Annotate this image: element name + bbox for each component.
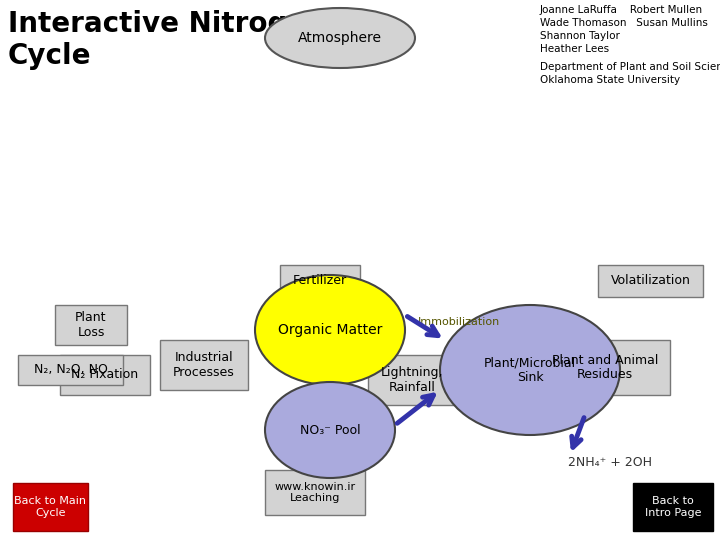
Text: Oklahoma State University: Oklahoma State University xyxy=(540,75,680,85)
Text: Shannon Taylor: Shannon Taylor xyxy=(540,31,620,41)
Text: Lightning,
Rainfall: Lightning, Rainfall xyxy=(381,366,444,394)
Text: Wade Thomason   Susan Mullins: Wade Thomason Susan Mullins xyxy=(540,18,708,28)
Text: N₂ Fixation: N₂ Fixation xyxy=(71,368,138,381)
Text: NO₃⁻ Pool: NO₃⁻ Pool xyxy=(300,423,360,436)
Bar xyxy=(280,265,360,297)
Bar xyxy=(13,483,88,531)
Bar xyxy=(55,305,127,345)
Text: Department of Plant and Soil Sciences: Department of Plant and Soil Sciences xyxy=(540,62,720,72)
Text: 2NH₄⁺ + 2OH: 2NH₄⁺ + 2OH xyxy=(568,456,652,469)
Text: Fertilizer: Fertilizer xyxy=(293,274,347,287)
Text: Industrial
Processes: Industrial Processes xyxy=(173,351,235,379)
Text: Plant and Animal
Residues: Plant and Animal Residues xyxy=(552,354,658,381)
Bar xyxy=(540,340,670,395)
Bar xyxy=(633,483,713,531)
Text: N₂, N₂O, NO: N₂, N₂O, NO xyxy=(34,363,107,376)
Bar xyxy=(598,265,703,297)
Text: Heather Lees: Heather Lees xyxy=(540,44,609,54)
Ellipse shape xyxy=(440,305,620,435)
Text: Interactive Nitrogen
Cycle: Interactive Nitrogen Cycle xyxy=(8,10,326,70)
Ellipse shape xyxy=(255,275,405,385)
Bar xyxy=(18,355,123,385)
Text: Plant
Loss: Plant Loss xyxy=(76,311,107,339)
Ellipse shape xyxy=(265,382,395,478)
Text: Back to Main
Cycle: Back to Main Cycle xyxy=(14,496,86,518)
Text: Plant/Microbial
Sink: Plant/Microbial Sink xyxy=(484,356,576,384)
Text: Immobilization: Immobilization xyxy=(418,317,500,327)
Text: Organic Matter: Organic Matter xyxy=(278,323,382,337)
Bar xyxy=(265,470,365,515)
Text: Volatilization: Volatilization xyxy=(611,274,690,287)
Bar xyxy=(368,355,456,405)
Text: Joanne LaRuffa    Robert Mullen: Joanne LaRuffa Robert Mullen xyxy=(540,5,703,15)
Text: Atmosphere: Atmosphere xyxy=(298,31,382,45)
Ellipse shape xyxy=(265,8,415,68)
Text: Back to
Intro Page: Back to Intro Page xyxy=(644,496,701,518)
Bar xyxy=(160,340,248,390)
Text: www.knowin.ir
Leaching: www.knowin.ir Leaching xyxy=(274,482,356,503)
Bar xyxy=(60,355,150,395)
